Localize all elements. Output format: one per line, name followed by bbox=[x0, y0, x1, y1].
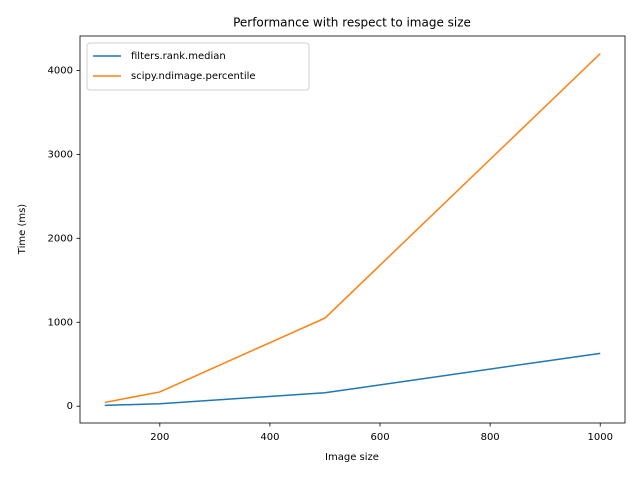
series-line bbox=[104, 53, 601, 404]
y-tick-label: 3000 bbox=[48, 149, 73, 160]
y-tick-label: 0 bbox=[67, 401, 73, 412]
x-tick-label: 400 bbox=[260, 432, 279, 443]
legend-label: filters.rank.median bbox=[131, 51, 226, 62]
plot-frame bbox=[79, 35, 626, 424]
y-tick-label: 4000 bbox=[48, 65, 73, 76]
x-tick-label: 200 bbox=[150, 432, 169, 443]
chart-title: Performance with respect to image size bbox=[233, 16, 471, 30]
x-tick-label: 600 bbox=[370, 432, 389, 443]
legend-label: scipy.ndimage.percentile bbox=[131, 71, 256, 82]
y-tick-label: 2000 bbox=[48, 233, 73, 244]
series-line bbox=[104, 352, 601, 407]
y-tick-label: 1000 bbox=[48, 317, 73, 328]
y-axis-label: Time (ms) bbox=[17, 204, 28, 256]
x-tick-label: 800 bbox=[481, 432, 500, 443]
x-tick-label: 1000 bbox=[588, 432, 613, 443]
x-axis-label: Image size bbox=[325, 452, 379, 463]
legend-box bbox=[86, 42, 310, 91]
